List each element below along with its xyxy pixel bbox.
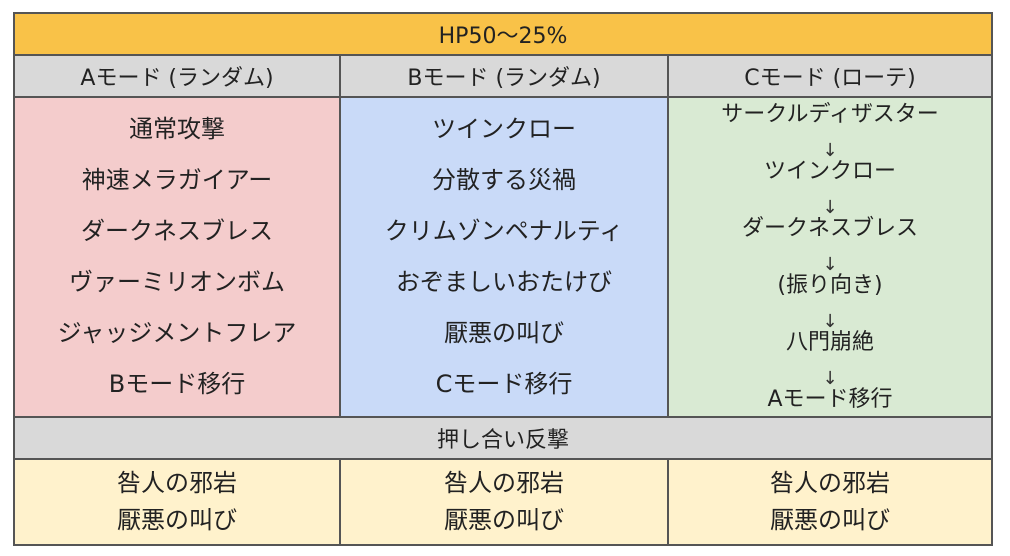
move-item: 厭悪の叫び: [444, 506, 564, 534]
move-item: Cモード移行: [435, 370, 573, 399]
mode-a-move-list: 通常攻撃 神速メラガイアー ダークネスブレス ヴァーミリオンボム ジャッジメント…: [15, 98, 339, 416]
move-item: 咎人の邪岩: [444, 469, 564, 498]
pushback-move-list: 咎人の邪岩 厭悪の叫び: [770, 469, 890, 535]
move-item: 八門崩絶: [785, 329, 874, 355]
down-arrow-icon: ↓: [822, 253, 838, 275]
move-item: 厭悪の叫び: [444, 319, 564, 348]
move-item: 神速メラガイアー: [81, 166, 273, 195]
down-arrow-icon: ↓: [822, 196, 838, 218]
rotation-step: ↓ ツインクロー: [763, 139, 896, 184]
mode-moves-row: 通常攻撃 神速メラガイアー ダークネスブレス ヴァーミリオンボム ジャッジメント…: [15, 98, 991, 418]
pushback-header-row: 押し合い反撃: [15, 418, 991, 460]
move-item: ツインクロー: [763, 158, 896, 184]
mode-c-header: Cモード (ローテ): [744, 66, 916, 91]
mode-b-header: Bモード (ランダム): [341, 56, 669, 96]
move-item: 通常攻撃: [129, 115, 225, 144]
move-item: Bモード移行: [108, 370, 246, 399]
mode-c-rotation-list: サークルディザスター ↓ ツインクロー ↓ ダークネスブレス ↓ (振り向き) …: [669, 98, 991, 416]
move-item: 厭悪の叫び: [770, 506, 890, 534]
hp-range-title: HP50～25%: [438, 24, 568, 49]
down-arrow-icon: ↓: [822, 310, 838, 332]
pushback-label: 押し合い反撃: [436, 428, 569, 453]
pushback-moves-cell-c: 咎人の邪岩 厭悪の叫び: [669, 460, 991, 544]
pushback-moves-cell-b: 咎人の邪岩 厭悪の叫び: [341, 460, 669, 544]
pushback-moves-cell-a: 咎人の邪岩 厭悪の叫び: [15, 460, 341, 544]
down-arrow-icon: ↓: [822, 139, 838, 161]
rotation-step: ↓ (振り向き): [777, 253, 883, 298]
move-item: ジャッジメントフレア: [57, 319, 297, 348]
rotation-step: ↓ Aモード移行: [767, 367, 893, 412]
mode-header-row: Aモード (ランダム) Bモード (ランダム) Cモード (ローテ): [15, 56, 991, 98]
boss-pattern-table: HP50～25% Aモード (ランダム) Bモード (ランダム) Cモード (ロ…: [13, 12, 993, 546]
rotation-step: サークルディザスター: [721, 102, 939, 127]
move-item: ダークネスブレス: [741, 215, 918, 241]
rotation-step: ↓ ダークネスブレス: [741, 196, 918, 241]
move-item: おぞましいおたけび: [396, 268, 612, 297]
mode-a-moves-cell: 通常攻撃 神速メラガイアー ダークネスブレス ヴァーミリオンボム ジャッジメント…: [15, 98, 341, 416]
move-item: クリムゾンペナルティ: [384, 217, 624, 246]
move-item: ダークネスブレス: [81, 217, 273, 246]
mode-b-move-list: ツインクロー 分散する災禍 クリムゾンペナルティ おぞましいおたけび 厭悪の叫び…: [341, 98, 667, 416]
move-item: サークルディザスター: [721, 102, 939, 127]
down-arrow-icon: ↓: [822, 367, 838, 389]
move-item: 厭悪の叫び: [117, 506, 237, 534]
pushback-move-list: 咎人の邪岩 厭悪の叫び: [117, 469, 237, 535]
move-item: Aモード移行: [767, 386, 893, 412]
mode-b-moves-cell: ツインクロー 分散する災禍 クリムゾンペナルティ おぞましいおたけび 厭悪の叫び…: [341, 98, 669, 416]
move-item: ツインクロー: [432, 115, 576, 144]
hp-range-title-row: HP50～25%: [15, 14, 991, 56]
mode-c-moves-cell: サークルディザスター ↓ ツインクロー ↓ ダークネスブレス ↓ (振り向き) …: [669, 98, 991, 416]
move-item: 分散する災禍: [432, 166, 576, 195]
rotation-step: ↓ 八門崩絶: [785, 310, 874, 355]
pushback-move-list: 咎人の邪岩 厭悪の叫び: [444, 469, 564, 535]
mode-a-header: Aモード (ランダム): [15, 56, 341, 96]
move-item: (振り向き): [777, 272, 883, 298]
move-item: ヴァーミリオンボム: [69, 268, 285, 297]
pushback-moves-row: 咎人の邪岩 厭悪の叫び 咎人の邪岩 厭悪の叫び 咎人の邪岩 厭悪の叫び: [15, 460, 991, 544]
move-item: 咎人の邪岩: [117, 469, 237, 498]
move-item: 咎人の邪岩: [770, 469, 890, 498]
